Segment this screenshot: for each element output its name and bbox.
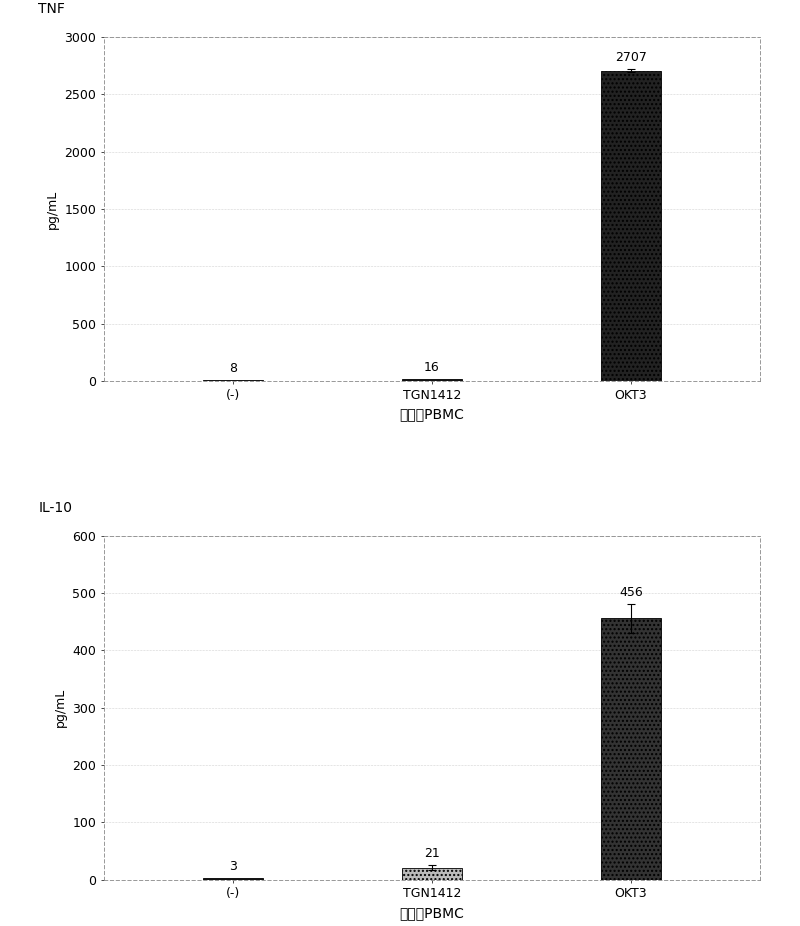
Y-axis label: pg/mL: pg/mL: [54, 688, 67, 727]
Bar: [601, 70, 661, 381]
Text: 3: 3: [230, 860, 237, 873]
Bar: [402, 868, 462, 880]
Text: 16: 16: [424, 361, 440, 374]
Bar: [601, 619, 661, 880]
Y-axis label: pg/mL: pg/mL: [46, 190, 59, 229]
Text: 21: 21: [424, 847, 440, 860]
Bar: [402, 379, 462, 381]
Text: 2707: 2707: [615, 51, 646, 64]
X-axis label: 新鲜的PBMC: 新鲜的PBMC: [399, 906, 465, 920]
Text: IL-10: IL-10: [38, 501, 72, 515]
Text: 8: 8: [230, 362, 238, 375]
Text: TNF: TNF: [38, 3, 66, 17]
Text: 456: 456: [619, 586, 642, 599]
X-axis label: 新鲜的PBMC: 新鲜的PBMC: [399, 407, 465, 421]
Bar: [203, 878, 263, 880]
